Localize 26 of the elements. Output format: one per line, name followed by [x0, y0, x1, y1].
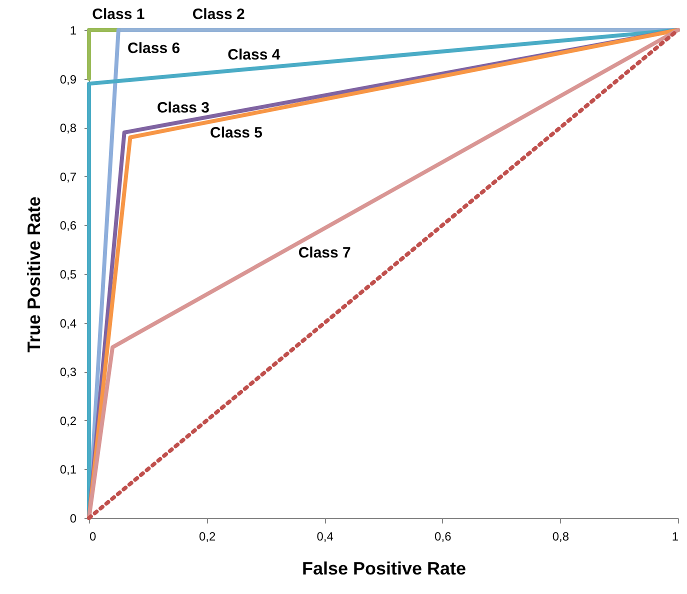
y-axis-title: True Positive Rate — [24, 196, 44, 353]
x-tick-label: 0,8 — [552, 530, 570, 544]
y-tick-label: 0,7 — [60, 170, 77, 184]
y-tick-label: 1 — [70, 24, 77, 38]
x-tick-label: 1 — [672, 530, 679, 544]
x-tick-label: 0,6 — [434, 530, 452, 544]
y-tick-label: 0,5 — [60, 268, 77, 282]
series-label: Class 4 — [228, 46, 281, 64]
series-label: Class 1 — [92, 6, 145, 23]
y-tick-label: 0,2 — [60, 414, 77, 428]
x-tick-label: 0,2 — [198, 530, 216, 544]
y-tick-label: 0,8 — [60, 121, 77, 136]
series-label: Class 2 — [192, 6, 245, 23]
series-label: Class 7 — [298, 244, 351, 262]
series-label: Class 5 — [210, 124, 263, 142]
series-label: Class 6 — [128, 40, 180, 57]
x-tick-label: 0 — [90, 530, 96, 544]
series-label: Class 3 — [156, 100, 210, 117]
y-tick-label: 0,3 — [60, 365, 77, 380]
y-tick-label: 0,1 — [60, 462, 77, 477]
y-tick-label: 0 — [70, 512, 77, 526]
y-tick-label: 0,4 — [60, 316, 77, 330]
y-tick-label: 0,6 — [60, 218, 77, 233]
x-tick-label: 0,4 — [316, 530, 334, 544]
y-tick-label: 0,9 — [60, 72, 77, 86]
x-axis-title: False Positive Rate — [302, 558, 466, 578]
